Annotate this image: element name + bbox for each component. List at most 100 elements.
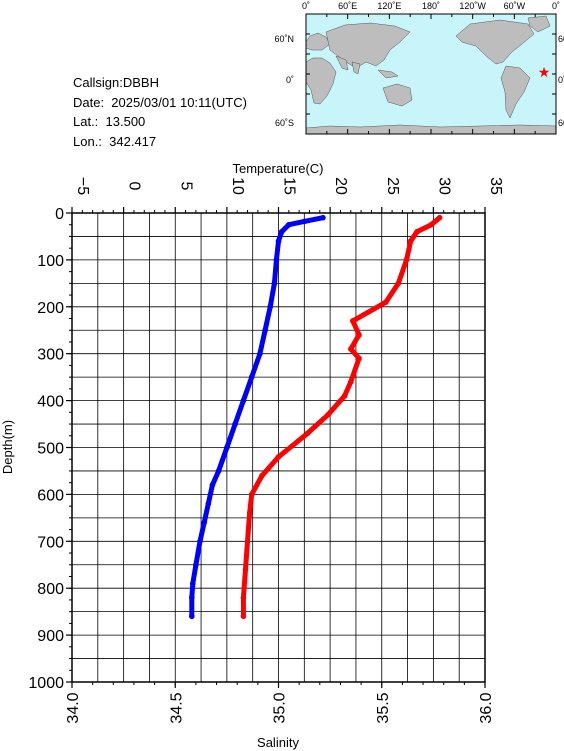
temperature-tick-label: 10 xyxy=(229,177,246,195)
map-longitude-label: 60˚E xyxy=(338,1,357,11)
temperature-tick-label: 20 xyxy=(332,177,349,195)
salinity-data-point xyxy=(304,430,311,437)
map-latitude-label-right: 60˚N xyxy=(558,34,564,44)
salinity-tick-label: 34.0 xyxy=(65,692,82,723)
salinity-data-point xyxy=(248,491,255,498)
salinity-data-point xyxy=(341,393,348,399)
depth-tick-label: 500 xyxy=(37,441,64,458)
salinity-data-point xyxy=(356,332,362,338)
depth-tick-label: 100 xyxy=(37,253,64,270)
map-longitude-label: 0˚ xyxy=(302,1,310,11)
temperature-data-point xyxy=(301,218,308,225)
map-longitude-label: 180˚ xyxy=(422,1,440,11)
temperature-data-point xyxy=(190,580,196,587)
location-map: 0˚ 60˚E 120˚E 180˚ 120˚W 60˚W 0˚ 60˚N 0˚ 60˚S 60˚… xyxy=(274,1,564,135)
salinity-tick-label: 35.0 xyxy=(272,692,289,723)
map-latitude-label-right: 0˚ xyxy=(558,75,564,85)
temperature-data-point xyxy=(320,214,326,221)
salinity-data-point xyxy=(275,454,282,460)
salinity-data-point xyxy=(414,229,420,235)
temperature-data-point xyxy=(262,327,268,334)
temperature-data-point xyxy=(232,421,238,427)
map-latitude-label: 60˚N xyxy=(274,34,294,44)
temperature-tick-label: 5 xyxy=(177,182,194,191)
depth-tick-label: 700 xyxy=(37,534,64,551)
temperature-data-point xyxy=(201,519,207,526)
depth-tick-label: 800 xyxy=(37,581,64,598)
map-longitude-label: 60˚W xyxy=(504,1,526,11)
temperature-axis-title: Temperature(C) xyxy=(232,161,323,176)
depth-tick-label: 300 xyxy=(37,347,64,364)
depth-tick-label: 400 xyxy=(37,394,64,411)
salinity-data-point xyxy=(348,379,354,385)
chart-series xyxy=(189,214,443,620)
temperature-data-point xyxy=(189,594,195,601)
salinity-data-point xyxy=(325,411,331,418)
temperature-profile-line xyxy=(189,215,326,619)
temperature-data-point xyxy=(224,444,230,451)
temperature-data-point xyxy=(286,221,292,228)
callsign-label: Callsign:DBBH xyxy=(73,75,159,90)
salinity-data-point xyxy=(244,538,251,545)
salinity-tick-label: 36.0 xyxy=(478,692,495,723)
temperature-data-point xyxy=(278,229,285,235)
map-longitude-label: 120˚W xyxy=(459,1,486,11)
temperature-tick-label: 30 xyxy=(435,177,452,195)
salinity-data-point xyxy=(259,472,265,479)
depth-axis-title: Depth(m) xyxy=(0,420,15,474)
depth-tick-label: 900 xyxy=(37,628,64,645)
temperature-data-point xyxy=(205,501,212,507)
date-label: Date: 2025/03/01 10:11(UTC) xyxy=(73,95,247,110)
temperature-tick-label: 0 xyxy=(126,182,143,191)
depth-tick-label: 1000 xyxy=(28,675,64,692)
temperature-data-point xyxy=(267,304,274,310)
salinity-data-point xyxy=(395,280,402,287)
salinity-data-point xyxy=(436,214,443,221)
temperature-data-point xyxy=(193,562,199,568)
temperature-data-point xyxy=(271,280,278,287)
salinity-data-point xyxy=(246,510,253,516)
chart-grid xyxy=(71,212,486,683)
map-longitude-label: 120˚E xyxy=(377,1,401,11)
temperature-data-point xyxy=(273,257,280,263)
temperature-data-point xyxy=(189,613,195,620)
salinity-data-point xyxy=(428,221,435,228)
temperature-tick-label: 25 xyxy=(384,177,401,195)
map-longitude-label: 0˚ xyxy=(552,1,560,11)
temperature-data-point xyxy=(240,397,247,404)
salinity-data-point xyxy=(242,566,249,573)
salinity-data-point xyxy=(240,613,247,620)
temperature-tick-label: −5 xyxy=(74,177,91,195)
depth-tick-label: 200 xyxy=(37,300,64,317)
latitude-label: Lat.: 13.500 xyxy=(73,114,146,129)
map-latitude-label-right: 60˚S xyxy=(558,118,564,128)
salinity-data-point xyxy=(383,299,389,305)
salinity-data-point xyxy=(356,355,362,362)
temperature-data-point xyxy=(209,482,216,488)
depth-tick-label: 0 xyxy=(55,206,64,223)
salinity-axis: 34.0 34.5 35.0 35.5 36.0 xyxy=(65,682,495,724)
temperature-tick-label: 35 xyxy=(487,177,504,195)
salinity-tick-label: 35.5 xyxy=(375,692,392,723)
temperature-data-point xyxy=(257,350,263,357)
temperature-data-point xyxy=(197,538,203,545)
temperature-data-point xyxy=(275,238,282,244)
map-latitude-label: 60˚S xyxy=(275,118,294,128)
temperature-tick-label: 15 xyxy=(281,177,298,195)
salinity-tick-label: 34.5 xyxy=(168,692,185,723)
temperature-axis: −5 0 5 10 15 20 25 30 35 xyxy=(71,177,504,213)
depth-tick-label: 600 xyxy=(37,487,64,504)
salinity-data-point xyxy=(403,257,410,263)
temperature-data-point xyxy=(215,468,222,474)
map-latitude-label: 0˚ xyxy=(286,75,294,85)
map-land xyxy=(305,15,557,135)
salinity-axis-title: Salinity xyxy=(257,735,299,750)
temperature-data-point xyxy=(248,374,255,380)
station-marker-icon: ★ xyxy=(538,64,551,80)
salinity-data-point xyxy=(240,594,247,601)
depth-axis: 0 100 200 300 400 500 600 700 800 900 1000 xyxy=(28,206,72,692)
salinity-data-point xyxy=(350,318,356,324)
salinity-data-point xyxy=(407,238,414,244)
salinity-data-point xyxy=(348,346,354,352)
